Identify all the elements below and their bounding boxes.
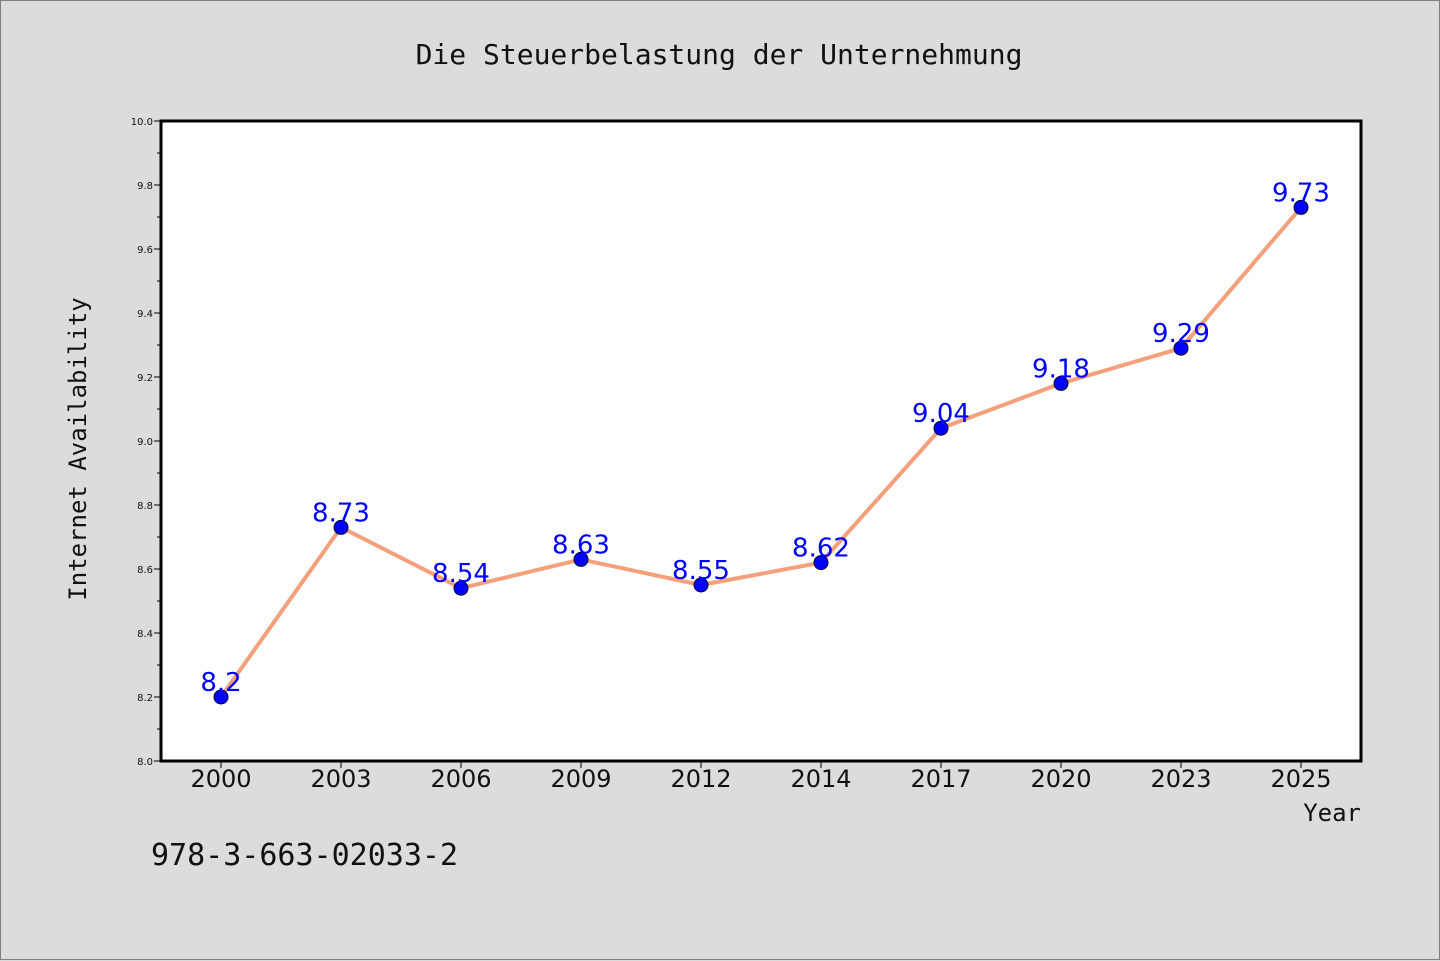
y-tick-label: 8.8 (137, 501, 153, 512)
x-tick-label: 2014 (790, 765, 851, 793)
x-tick-label: 2020 (1030, 765, 1091, 793)
data-series (213, 199, 1309, 705)
data-point (813, 555, 829, 571)
y-tick-label: 8.2 (137, 693, 153, 704)
x-tick-label: 2017 (910, 765, 971, 793)
y-tick-label: 9.4 (137, 309, 153, 320)
data-point (573, 551, 589, 567)
data-point (453, 580, 469, 596)
data-label: 8.73 (312, 498, 370, 528)
data-point (693, 577, 709, 593)
y-axis: 8.0 8.2 8.4 8.6 8.8 9.0 9.2 9.4 9.6 9.8 10.0 (131, 117, 161, 768)
y-tick-label: 8.6 (137, 565, 153, 576)
series-line (219, 205, 1303, 699)
y-tick-label: 9.6 (137, 245, 153, 256)
x-tick-label: 2012 (670, 765, 731, 793)
data-point (1053, 375, 1069, 391)
y-tick-label: 10.0 (131, 117, 153, 128)
y-tick-label: 8.4 (137, 629, 153, 640)
y-tick-label: 8.0 (137, 757, 153, 768)
data-label: 8.54 (432, 559, 490, 589)
data-point (333, 519, 349, 535)
x-tick-label: 2006 (430, 765, 491, 793)
x-axis: 2000 2003 2006 2009 2012 2014 2017 2020 2023 2025 (190, 761, 1332, 793)
y-tick-label: 9.0 (137, 437, 153, 448)
data-label: 9.29 (1152, 319, 1210, 349)
data-label: 8.2 (200, 668, 241, 698)
data-labels: 8.2 8.73 8.54 8.63 8.55 8.62 9.04 9.18 9.29 9.73 (200, 178, 1330, 698)
data-label: 8.55 (672, 556, 730, 586)
x-tick-label: 2003 (310, 765, 371, 793)
data-point (1173, 340, 1189, 356)
x-tick-label: 2000 (190, 765, 251, 793)
data-point (933, 420, 949, 436)
y-tick-label: 9.2 (137, 373, 153, 384)
y-tick-label: 9.8 (137, 181, 153, 192)
data-label: 9.04 (912, 399, 970, 429)
data-label: 8.63 (552, 530, 610, 560)
plot-area (159, 119, 1363, 763)
data-point (1293, 199, 1309, 215)
x-axis-label: Year (1303, 799, 1361, 827)
footnote-isbn: 978-3-663-02033-2 (151, 838, 458, 873)
data-label: 9.18 (1032, 354, 1090, 384)
x-tick-label: 2023 (1150, 765, 1211, 793)
data-point (213, 689, 229, 705)
data-label: 9.73 (1272, 178, 1330, 208)
chart-title: Die Steuerbelastung der Unternehmung (416, 38, 1023, 71)
data-label: 8.62 (792, 534, 850, 564)
x-tick-label: 2009 (550, 765, 611, 793)
y-axis-label: Internet Availability (64, 297, 92, 600)
x-tick-label: 2025 (1270, 765, 1331, 793)
